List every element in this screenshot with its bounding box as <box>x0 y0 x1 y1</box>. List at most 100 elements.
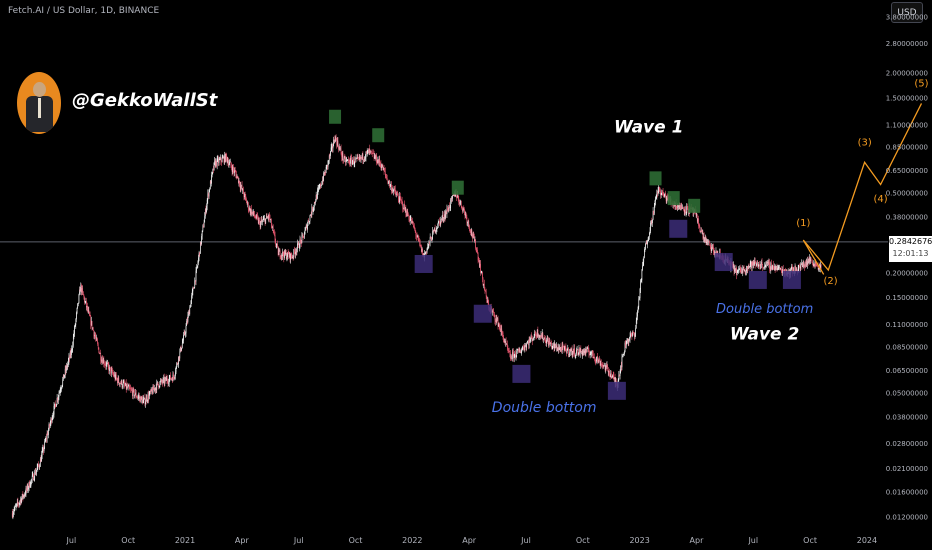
candle-body <box>368 150 369 154</box>
candle-body <box>434 227 435 232</box>
candle-body <box>221 161 222 163</box>
candle-body <box>607 367 609 373</box>
candle-body <box>477 253 479 261</box>
candle-body <box>209 189 211 190</box>
candle-body <box>234 170 236 172</box>
candle-body <box>634 334 635 337</box>
candle-body <box>197 262 199 266</box>
candle-body <box>403 208 404 210</box>
candle-body <box>169 375 171 379</box>
candle-body <box>155 387 157 391</box>
candle-body <box>135 392 136 395</box>
candle-body <box>744 269 745 272</box>
candle-body <box>339 147 341 149</box>
candle-body <box>138 396 140 397</box>
candle-body <box>190 306 191 308</box>
candle-body <box>559 347 561 349</box>
candle-body <box>260 222 262 227</box>
candle-body <box>416 236 418 238</box>
candle-body <box>254 215 255 217</box>
candle-body <box>278 251 280 255</box>
candle-body <box>480 272 482 274</box>
candle-body <box>746 266 748 270</box>
candle-body <box>270 219 272 227</box>
candle-body <box>133 389 135 397</box>
candle-body <box>331 145 333 148</box>
candle-body <box>128 385 130 388</box>
candle-body <box>510 357 512 359</box>
candle-body <box>41 454 42 462</box>
candle-body <box>99 353 101 354</box>
candle-body <box>448 205 450 212</box>
candle-body <box>676 207 678 209</box>
candle-body <box>653 211 655 214</box>
candle-body <box>220 157 222 162</box>
candle-body <box>498 324 500 326</box>
candle-body <box>293 249 295 257</box>
candle-body <box>586 348 588 352</box>
candle-body <box>518 350 520 352</box>
candle-body <box>573 348 575 353</box>
candle-body <box>619 375 620 376</box>
candle-body <box>427 247 428 249</box>
candle-body <box>568 354 570 355</box>
candle-body <box>372 152 374 154</box>
candle-body <box>605 365 607 371</box>
candle-body <box>735 267 737 271</box>
x-tick-label: 2024 <box>857 536 877 545</box>
candle-body <box>194 280 196 288</box>
candle-body <box>760 264 762 269</box>
candle-body <box>538 335 540 338</box>
annotations-group: Wave 1 Wave 2 Double bottom Double bottom <box>492 118 813 416</box>
candle-body <box>148 394 150 399</box>
candle-body <box>602 365 603 367</box>
candle-body <box>549 342 551 344</box>
candle-body <box>595 359 597 361</box>
candle-body <box>387 179 389 183</box>
currency-button[interactable]: USD <box>891 2 923 23</box>
candle-body <box>698 225 700 227</box>
candle-body <box>149 391 151 395</box>
candle-body <box>305 225 307 228</box>
candle-body <box>41 450 43 455</box>
candle-body <box>796 269 798 273</box>
candle-body <box>261 220 262 223</box>
x-tick-label: Jul <box>747 536 758 545</box>
candle-body <box>35 472 37 475</box>
wave-label: (3) <box>858 138 872 149</box>
candle-body <box>700 230 702 232</box>
candle-body <box>59 391 60 394</box>
candle-body <box>359 156 361 159</box>
candle-body <box>351 158 353 165</box>
candle-body <box>815 261 816 265</box>
candle-body <box>420 245 422 246</box>
candle-body <box>54 403 55 407</box>
candle-body <box>538 335 539 337</box>
candle-body <box>80 284 82 292</box>
candle-body <box>610 373 612 379</box>
candle-body <box>131 389 133 391</box>
candle-body <box>540 335 541 337</box>
candle-body <box>142 398 143 404</box>
candle-body <box>778 266 780 268</box>
candle-body <box>421 245 422 252</box>
candle-body <box>531 337 533 341</box>
candle-body <box>70 351 72 355</box>
candle-body <box>499 325 501 329</box>
candle-body <box>185 333 186 335</box>
candle-body <box>338 146 339 150</box>
candle-body <box>820 264 822 266</box>
candle-body <box>620 365 622 368</box>
candle-body <box>58 393 60 397</box>
candle-body <box>409 219 410 222</box>
candle-body <box>203 226 204 228</box>
candle-body <box>89 312 90 316</box>
candle-body <box>99 353 100 354</box>
candle-body <box>166 378 168 381</box>
candle-body <box>461 206 463 208</box>
chart-annotation: Wave 2 <box>730 325 799 345</box>
candle-body <box>414 229 416 232</box>
candle-body <box>208 193 209 197</box>
candle-body <box>526 342 528 344</box>
